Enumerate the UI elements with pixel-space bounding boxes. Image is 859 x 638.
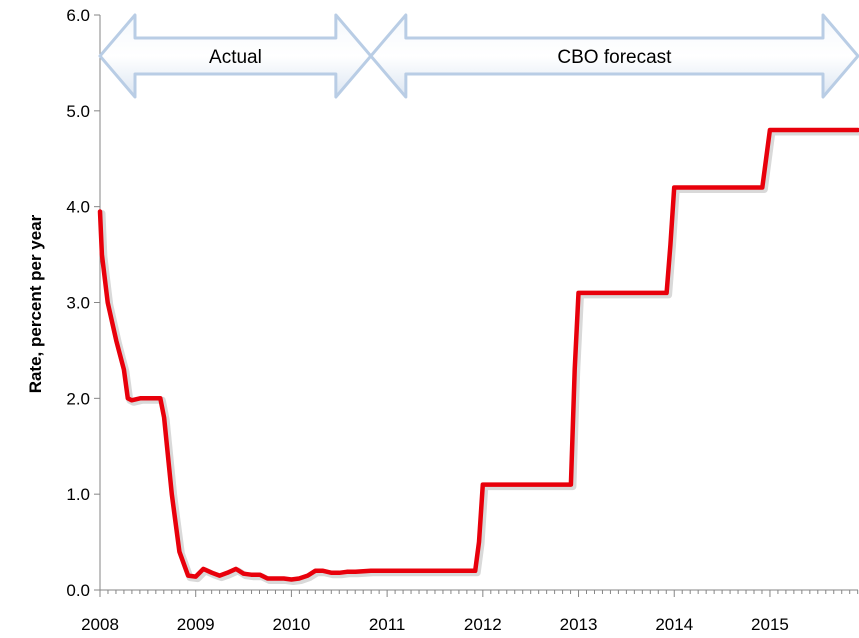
y-tick-label: 2.0: [66, 389, 90, 408]
series-layer: [97, 127, 859, 585]
period-arrows: Actual CBO forecast: [98, 13, 859, 99]
x-tick-label: 2013: [560, 615, 598, 634]
y-tick-label: 5.0: [66, 102, 90, 121]
x-tick-label: 2015: [751, 615, 789, 634]
y-tick-label: 4.0: [66, 198, 90, 217]
period-arrow-label: CBO forecast: [557, 47, 672, 68]
x-tick-label: 2014: [655, 615, 693, 634]
period-arrow-label: Actual: [209, 47, 262, 68]
x-tick-label: 2012: [464, 615, 502, 634]
x-tick-label: 2009: [177, 615, 215, 634]
x-tick-label: 2010: [273, 615, 311, 634]
y-tick-label: 6.0: [66, 6, 90, 25]
y-axis-label: Rate, percent per year: [26, 214, 45, 393]
series-line: [97, 127, 859, 582]
y-tick-label: 3.0: [66, 294, 90, 313]
x-tick-label: 2011: [369, 615, 406, 634]
x-tick-label: 2008: [81, 615, 119, 634]
period-arrow: [369, 13, 859, 99]
y-tick-label: 0.0: [66, 581, 90, 600]
y-axis: 0.0 1.0 2.0 3.0 4.0 5.0 6.0: [66, 6, 101, 600]
y-tick-label: 1.0: [66, 485, 90, 504]
x-axis: 2008 2009 2010 2011 2012 2013 2014 2015: [81, 589, 859, 634]
